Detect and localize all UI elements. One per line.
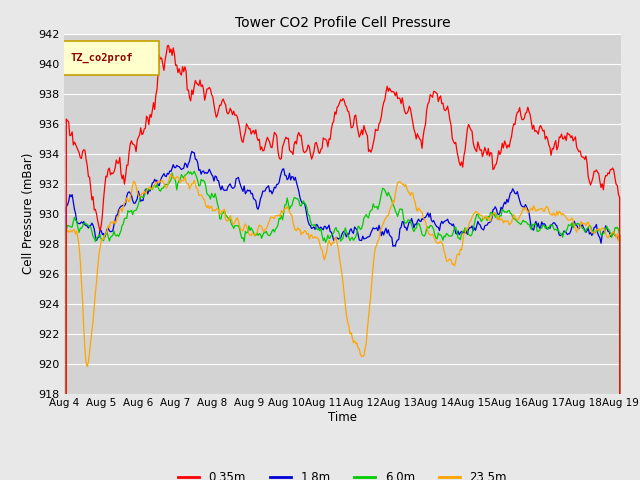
Text: TZ_co2prof: TZ_co2prof <box>70 53 133 63</box>
FancyBboxPatch shape <box>61 41 159 75</box>
Title: Tower CO2 Profile Cell Pressure: Tower CO2 Profile Cell Pressure <box>235 16 450 30</box>
Y-axis label: Cell Pressure (mBar): Cell Pressure (mBar) <box>22 153 35 274</box>
X-axis label: Time: Time <box>328 411 357 424</box>
Legend: 0.35m, 1.8m, 6.0m, 23.5m: 0.35m, 1.8m, 6.0m, 23.5m <box>173 466 511 480</box>
